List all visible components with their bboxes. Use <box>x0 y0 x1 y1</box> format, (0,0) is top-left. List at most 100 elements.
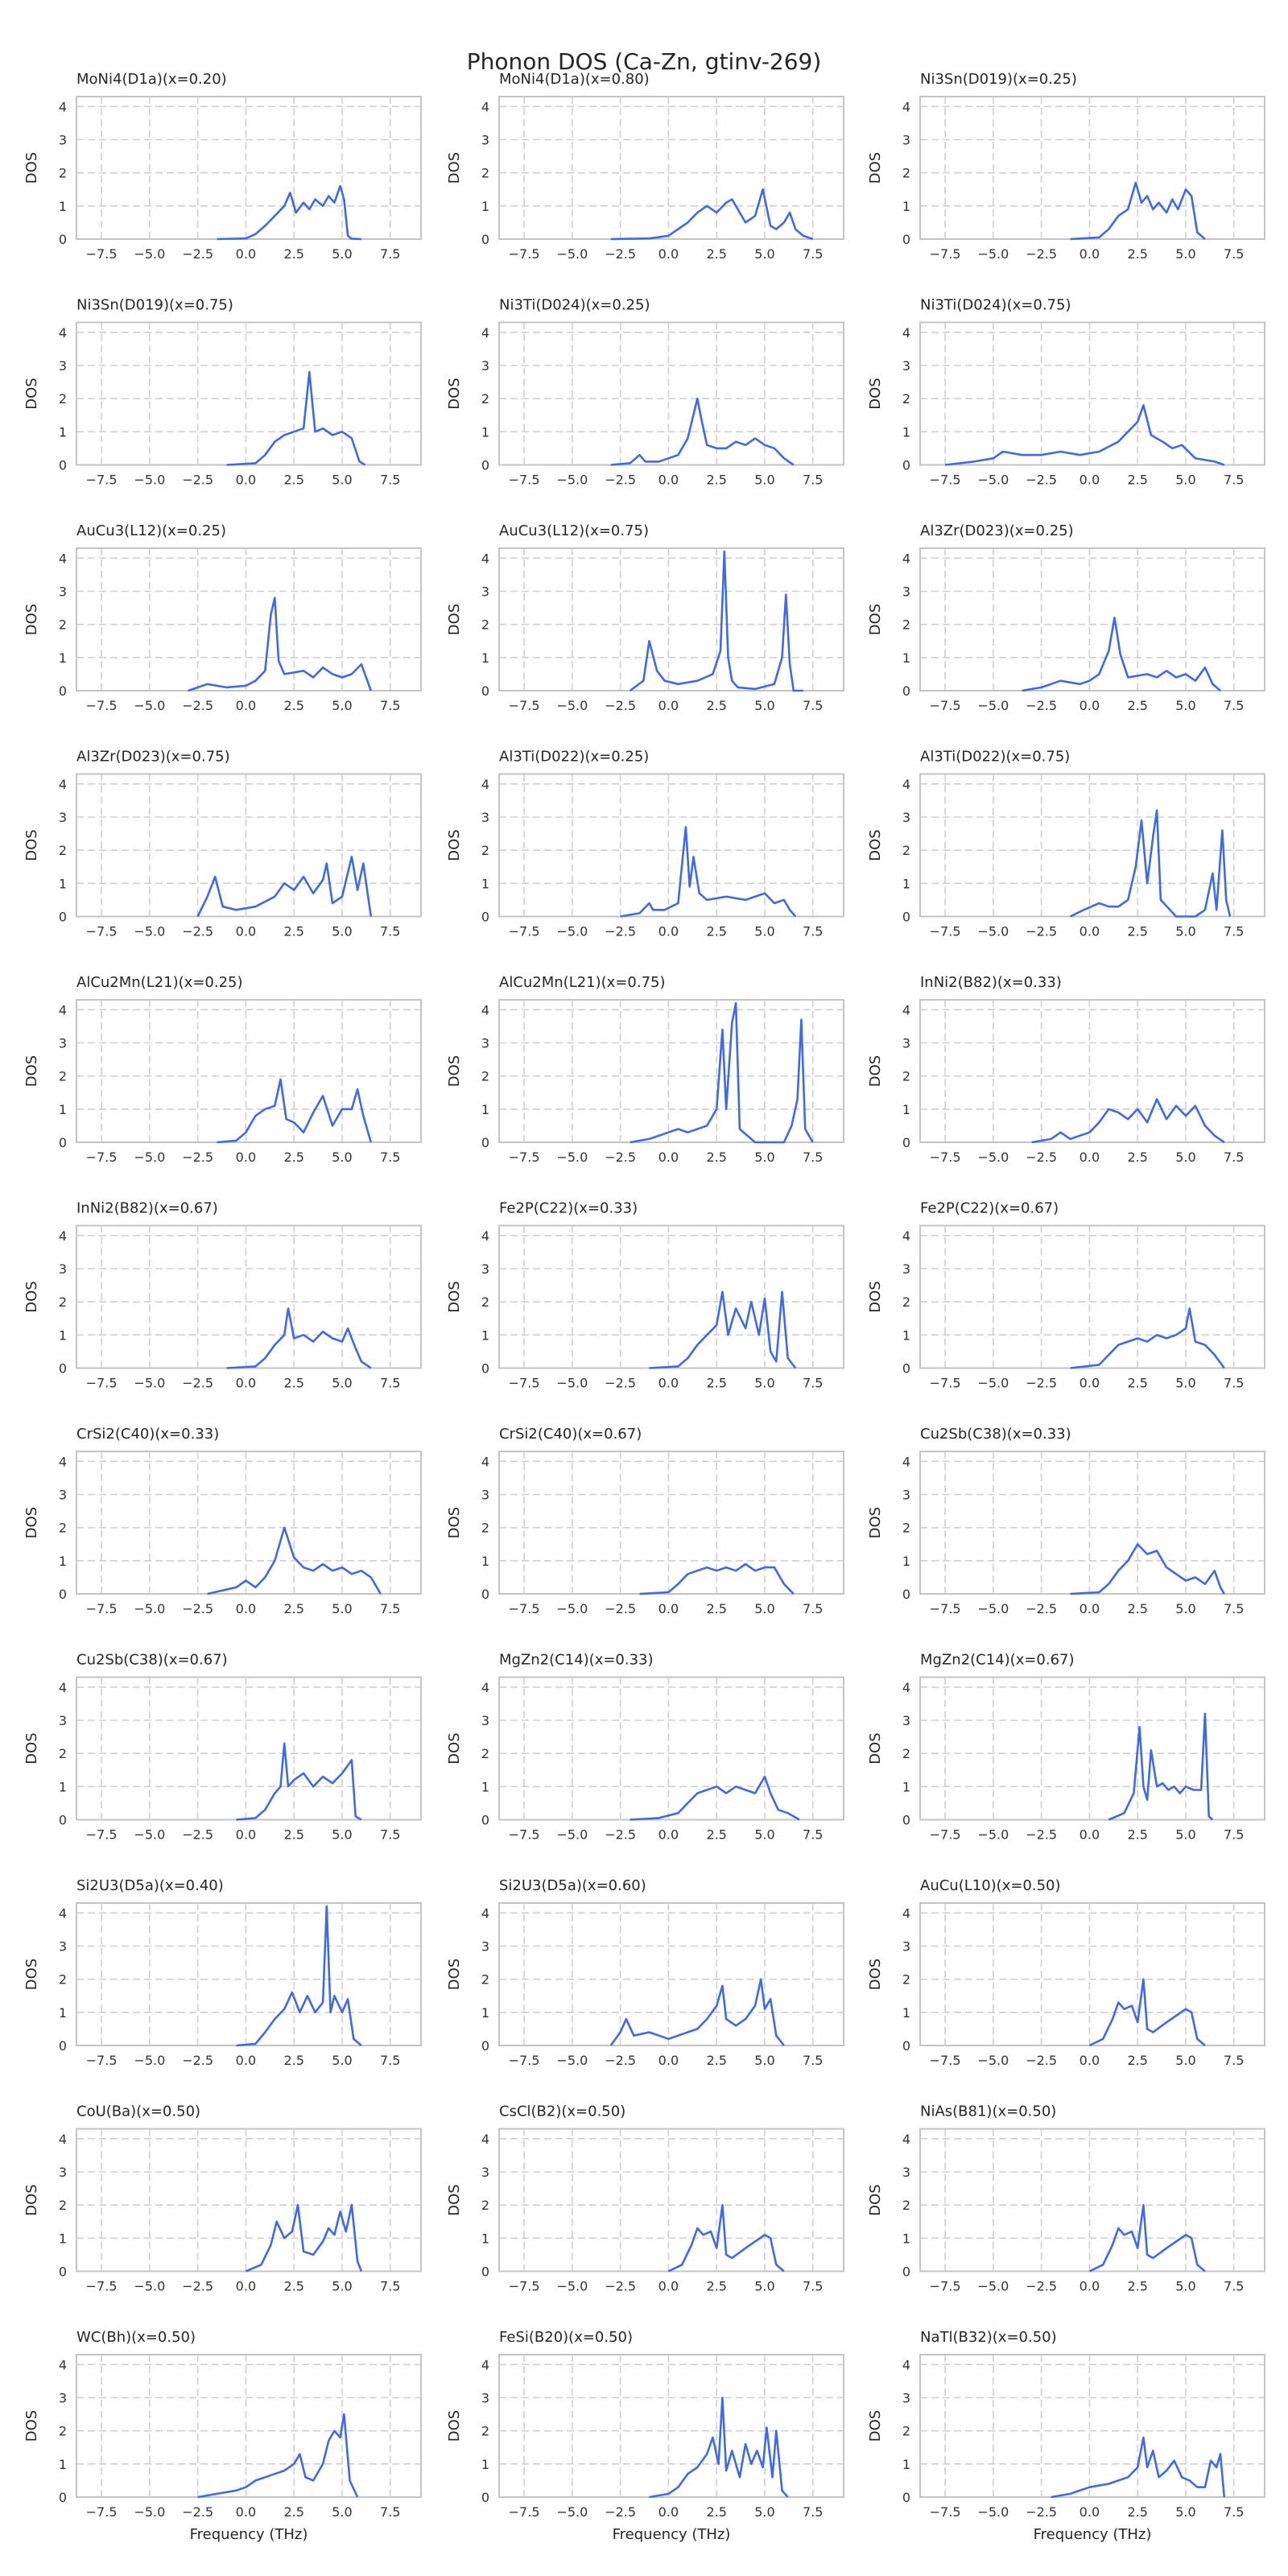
x-tick-label: −7.5 <box>930 698 961 713</box>
y-tick-label: 2 <box>481 391 489 407</box>
x-tick-label: −2.5 <box>182 1601 213 1616</box>
y-tick-label: 2 <box>902 2198 910 2213</box>
y-tick-label: 1 <box>59 1327 67 1343</box>
x-tick-label: −5.0 <box>977 2279 1009 2294</box>
y-tick-label: 3 <box>902 133 910 148</box>
y-tick-label: 0 <box>902 1361 910 1377</box>
x-tick-label: 2.5 <box>706 473 726 488</box>
x-tick-label: 0.0 <box>236 698 256 713</box>
y-tick-label: 4 <box>902 325 910 341</box>
y-tick-label: 3 <box>59 584 67 600</box>
dos-series-line <box>610 397 795 466</box>
panel-alcu2mn-l21-x-0-75: −7.5 −5.0 −2.5 0.0 2.5 5.0 7.5 0 1 2 3 4 AlCu2Mn(L21… <box>446 974 844 1165</box>
y-tick-label: 0 <box>59 1361 67 1377</box>
x-tick-label: 2.5 <box>283 473 303 488</box>
y-tick-label: 1 <box>902 2005 910 2021</box>
plot-area <box>76 96 422 240</box>
panel-title: Al3Ti(D022)(x=0.75) <box>920 749 1070 766</box>
panel-title: CoU(Ba)(x=0.50) <box>76 2103 200 2120</box>
panel-cscl-b2-x-0-50: −7.5 −5.0 −2.5 0.0 2.5 5.0 7.5 0 1 2 3 4 CsCl(B2)(x=… <box>446 2103 844 2294</box>
panel-title: Ni3Ti(D024)(x=0.25) <box>499 297 650 314</box>
x-tick-label: −5.0 <box>134 924 165 939</box>
y-tick-label: 2 <box>481 1972 489 1988</box>
x-tick-label: 7.5 <box>380 246 400 262</box>
y-tick-label: 3 <box>902 1488 910 1503</box>
x-tick-label: −5.0 <box>977 246 1009 262</box>
y-axis-label: DOS <box>23 1281 40 1312</box>
y-axis-label: DOS <box>867 1732 884 1764</box>
y-axis-label: DOS <box>446 1507 463 1538</box>
y-tick-label: 1 <box>481 2231 489 2246</box>
y-tick-label: 0 <box>902 1587 910 1602</box>
x-tick-label: −2.5 <box>605 698 636 713</box>
y-tick-label: 4 <box>481 2132 489 2147</box>
y-tick-label: 1 <box>481 1554 489 1569</box>
y-axis-label: DOS <box>867 2410 884 2442</box>
x-tick-label: 0.0 <box>1080 1827 1100 1843</box>
x-tick-label: 0.0 <box>658 1827 679 1843</box>
x-tick-label: −2.5 <box>182 1376 213 1391</box>
x-axis-label: Frequency (THz) <box>190 2526 308 2543</box>
y-tick-label: 3 <box>902 358 910 374</box>
x-tick-label: 2.5 <box>1127 2279 1147 2294</box>
y-axis-label: DOS <box>867 378 884 409</box>
x-tick-label: −2.5 <box>1026 246 1057 262</box>
x-tick-label: 7.5 <box>1224 1150 1244 1165</box>
y-axis-label: DOS <box>23 378 40 409</box>
x-tick-label: −7.5 <box>86 924 118 939</box>
y-tick-label: 0 <box>902 1813 910 1828</box>
x-tick-label: 5.0 <box>332 1376 352 1391</box>
x-tick-label: −2.5 <box>605 473 636 488</box>
dos-series-line <box>620 826 797 918</box>
y-axis-label: DOS <box>867 829 884 861</box>
dos-series-line <box>1070 181 1206 241</box>
y-tick-label: 2 <box>902 2424 910 2439</box>
x-tick-label: 0.0 <box>1080 1601 1100 1616</box>
y-tick-label: 4 <box>59 2357 67 2372</box>
dos-series-line <box>1070 1307 1225 1369</box>
plot-area <box>498 547 844 691</box>
y-axis-label: DOS <box>867 1959 884 1990</box>
plot-area <box>76 2128 422 2273</box>
y-tick-label: 2 <box>902 1069 910 1084</box>
x-tick-label: 2.5 <box>706 2504 726 2520</box>
y-axis-label: DOS <box>446 2184 463 2215</box>
panel-title: AlCu2Mn(L21)(x=0.75) <box>499 974 666 991</box>
y-tick-label: 4 <box>902 2357 910 2372</box>
y-tick-label: 4 <box>481 1454 489 1469</box>
x-tick-label: 5.0 <box>1175 2504 1195 2520</box>
x-tick-label: 7.5 <box>1224 1827 1244 1843</box>
y-axis-label: DOS <box>446 378 463 409</box>
x-tick-label: −5.0 <box>556 1827 588 1843</box>
plot-area <box>76 1902 422 2046</box>
plot-area <box>498 1451 844 1595</box>
y-tick-label: 3 <box>902 2165 910 2180</box>
panel-fe2p-c22-x-0-67: −7.5 −5.0 −2.5 0.0 2.5 5.0 7.5 0 1 2 3 4 Fe2P(C22)(x… <box>867 1200 1265 1391</box>
x-tick-label: 2.5 <box>1127 1827 1147 1843</box>
y-tick-label: 2 <box>59 391 67 407</box>
x-tick-label: 0.0 <box>658 924 679 939</box>
panel-title: WC(Bh)(x=0.50) <box>76 2329 196 2346</box>
plot-area <box>919 96 1265 240</box>
x-tick-label: 7.5 <box>380 924 400 939</box>
y-tick-label: 2 <box>481 1521 489 1536</box>
y-tick-label: 3 <box>481 358 489 374</box>
x-tick-label: 7.5 <box>380 1827 400 1843</box>
x-tick-label: −5.0 <box>977 1376 1009 1391</box>
plot-area <box>76 1224 422 1369</box>
panel-title: MoNi4(D1a)(x=0.20) <box>76 71 227 88</box>
x-tick-label: 7.5 <box>380 698 400 713</box>
x-tick-label: 0.0 <box>1080 2279 1100 2294</box>
y-tick-label: 2 <box>481 1746 489 1761</box>
y-tick-label: 1 <box>59 1779 67 1794</box>
y-tick-label: 1 <box>481 199 489 214</box>
plot-area <box>498 2128 844 2273</box>
y-tick-label: 1 <box>902 2457 910 2472</box>
y-tick-label: 1 <box>481 876 489 891</box>
x-tick-label: 2.5 <box>706 924 726 939</box>
x-tick-label: −5.0 <box>556 246 588 262</box>
y-tick-label: 3 <box>59 1488 67 1503</box>
x-tick-label: 7.5 <box>380 2279 400 2294</box>
plot-area <box>919 2128 1265 2273</box>
x-tick-label: −2.5 <box>605 2053 636 2068</box>
